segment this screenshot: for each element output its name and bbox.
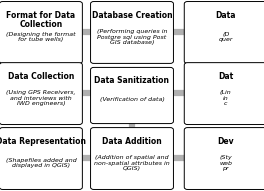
FancyBboxPatch shape xyxy=(0,128,82,189)
Text: Data Collection: Data Collection xyxy=(8,72,74,81)
FancyBboxPatch shape xyxy=(91,128,173,189)
Text: (Addition of spatial and
non-spatial attributes in
QGIS): (Addition of spatial and non-spatial att… xyxy=(94,155,170,171)
Text: Database Creation: Database Creation xyxy=(92,11,172,19)
Text: Dev: Dev xyxy=(218,137,234,146)
Text: (Lin
in
c: (Lin in c xyxy=(220,90,232,106)
Text: Data: Data xyxy=(215,11,236,19)
Text: Data Addition: Data Addition xyxy=(102,137,162,146)
Text: (Sty
web
pr: (Sty web pr xyxy=(219,155,232,171)
FancyBboxPatch shape xyxy=(0,2,82,63)
Text: Format for Data
Collection: Format for Data Collection xyxy=(6,11,76,29)
FancyBboxPatch shape xyxy=(184,63,264,125)
Text: Data Representation: Data Representation xyxy=(0,137,86,146)
Text: (Shapefiles added and
displayed in QGIS): (Shapefiles added and displayed in QGIS) xyxy=(6,158,76,168)
Text: (Designing the format
for tube wells): (Designing the format for tube wells) xyxy=(6,32,76,42)
Text: (Performing queries in
Postgre sql using Post
GIS database): (Performing queries in Postgre sql using… xyxy=(97,29,167,45)
Text: (Verification of data): (Verification of data) xyxy=(100,97,164,102)
Text: Dat: Dat xyxy=(218,72,233,81)
FancyBboxPatch shape xyxy=(184,2,264,63)
Text: (D
quer: (D quer xyxy=(219,32,233,42)
FancyBboxPatch shape xyxy=(0,63,82,125)
FancyBboxPatch shape xyxy=(184,128,264,189)
FancyBboxPatch shape xyxy=(91,67,173,124)
Text: Data Sanitization: Data Sanitization xyxy=(95,76,169,85)
Text: (Using GPS Receivers,
and interviews with
IWD engineers): (Using GPS Receivers, and interviews wit… xyxy=(6,90,76,106)
FancyBboxPatch shape xyxy=(91,2,173,63)
